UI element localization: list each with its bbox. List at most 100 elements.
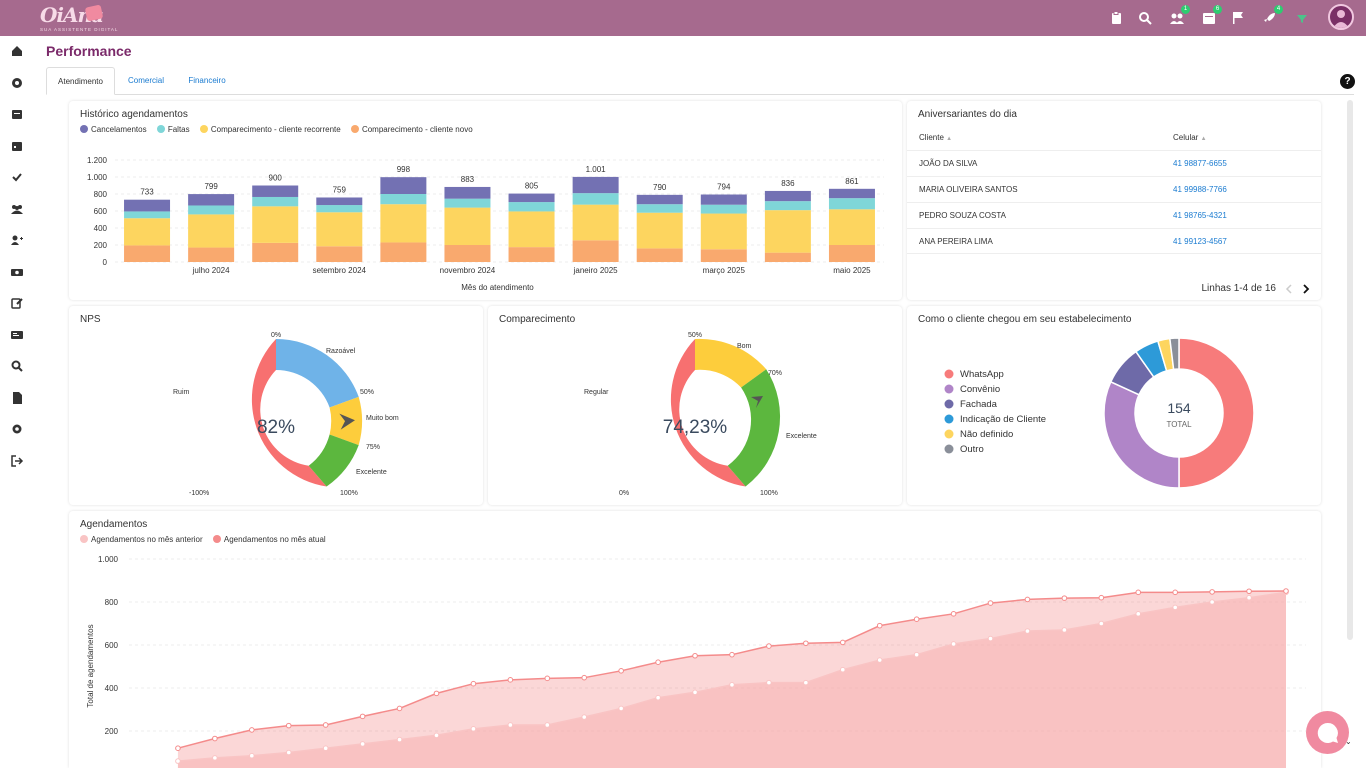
users-icon[interactable]: 1 xyxy=(1169,5,1190,26)
help-icon[interactable]: ? xyxy=(1340,74,1355,89)
agendamentos-legend: Agendamentos no mês anterior Agendamento… xyxy=(80,535,334,544)
legend-item[interactable]: Faltas xyxy=(156,125,190,134)
x-axis-title: Mês do atendimento xyxy=(461,283,534,292)
chat-button[interactable] xyxy=(1306,711,1349,754)
gauge-label: Regular xyxy=(584,389,609,396)
id-card-icon[interactable] xyxy=(10,328,24,342)
search-icon[interactable] xyxy=(1137,10,1153,26)
legend-label: Cancelamentos xyxy=(91,125,147,134)
globe-icon[interactable] xyxy=(10,76,24,90)
check-icon[interactable] xyxy=(10,170,24,184)
legend-item[interactable]: Agendamentos no mês anterior xyxy=(80,535,203,544)
area-fill xyxy=(177,592,1286,768)
tab-atendimento[interactable]: Atendimento xyxy=(46,67,115,95)
data-point xyxy=(359,713,366,720)
gauge-label: 70% xyxy=(768,370,782,377)
gear-icon[interactable] xyxy=(10,422,24,436)
celular-link[interactable]: 41 99988-7766 xyxy=(1173,185,1227,194)
data-point xyxy=(1061,627,1068,633)
data-point xyxy=(1172,589,1178,596)
donut-slice xyxy=(1169,337,1180,371)
user-plus-icon[interactable] xyxy=(10,233,24,247)
table-row: PEDRO SOUZA COSTA 41 98765-4321 xyxy=(907,202,1321,228)
y-tick-label: 200 xyxy=(94,241,108,250)
bar-segment xyxy=(252,185,299,197)
rocket-icon[interactable]: 4 xyxy=(1262,5,1283,26)
historico-chart: 0 200 400 600 800 1.000 1.200 733 799 julho 2024 9… xyxy=(87,156,884,292)
user-avatar[interactable] xyxy=(1328,4,1354,30)
cliente-cell: ANA PEREIRA LIMA xyxy=(919,237,993,246)
flag-icon[interactable] xyxy=(1230,10,1246,26)
data-point xyxy=(581,674,588,681)
search-icon[interactable] xyxy=(10,359,24,373)
chevron-right-icon[interactable] xyxy=(1301,284,1311,294)
data-point xyxy=(1098,620,1105,627)
clipboard-icon[interactable] xyxy=(1108,10,1124,26)
scroll-down-icon[interactable]: ⌄ xyxy=(1345,737,1352,746)
comparecimento-card: Comparecimento 74,23% 50% Bom 70% Excele… xyxy=(488,306,902,505)
bar-segment xyxy=(636,194,683,205)
origem-card: Como o cliente chegou em seu estabelecim… xyxy=(907,306,1321,505)
gauge-label: 0% xyxy=(619,490,629,497)
gauge-segment-excelente xyxy=(308,434,359,487)
bar-total-label: 883 xyxy=(461,175,475,184)
y-tick-label: 1.000 xyxy=(98,555,119,564)
gauge-label: Muito bom xyxy=(366,415,399,422)
celular-link[interactable]: 41 98765-4321 xyxy=(1173,211,1227,220)
users-icon[interactable] xyxy=(10,202,24,216)
data-point xyxy=(1246,588,1252,595)
tab-comercial[interactable]: Comercial xyxy=(127,76,164,85)
bar-segment xyxy=(316,212,363,247)
data-point xyxy=(433,732,440,739)
app-logo[interactable]: OiAna SUA ASSISTENTE DIGITAL xyxy=(40,3,117,32)
bar-segment xyxy=(188,247,235,262)
bar-segment xyxy=(444,245,491,262)
agendamentos-card: Agendamentos Agendamentos no mês anterio… xyxy=(69,511,1321,768)
filter-icon[interactable] xyxy=(1294,10,1310,26)
legend-item[interactable]: Agendamentos no mês atual xyxy=(212,535,326,544)
home-icon[interactable] xyxy=(10,44,24,58)
money-icon[interactable] xyxy=(10,265,24,279)
column-header-cliente[interactable]: Cliente ▲ xyxy=(919,133,953,142)
calendar-icon[interactable]: 6 xyxy=(1201,5,1222,26)
logout-icon[interactable] xyxy=(10,454,24,468)
legend-label: Indicação de Cliente xyxy=(960,414,1046,425)
chevron-left-icon[interactable] xyxy=(1285,284,1295,294)
gauge-pointer xyxy=(339,413,355,430)
data-point xyxy=(913,616,920,622)
data-point xyxy=(433,690,440,697)
legend-dot xyxy=(944,414,954,424)
y-tick-label: 800 xyxy=(105,598,119,607)
bar-segment xyxy=(572,204,619,241)
legend-item[interactable]: Comparecimento - cliente novo xyxy=(350,125,473,134)
legend-label: Faltas xyxy=(167,125,190,134)
calendar-icon[interactable] xyxy=(10,139,24,153)
calendar-check-icon[interactable] xyxy=(10,107,24,121)
bar-segment xyxy=(508,211,555,248)
document-icon[interactable] xyxy=(10,391,24,405)
legend-item[interactable]: Cancelamentos xyxy=(80,125,147,134)
aniversariantes-title: Aniversariantes do dia xyxy=(918,109,1017,120)
y-tick-label: 600 xyxy=(94,207,108,216)
data-point xyxy=(618,668,624,674)
gauge-label: -100% xyxy=(189,490,209,497)
data-point xyxy=(1024,596,1031,603)
data-point xyxy=(470,726,477,732)
data-point xyxy=(987,600,994,606)
bar-total-label: 1.001 xyxy=(586,165,607,174)
column-header-celular[interactable]: Celular ▲ xyxy=(1173,133,1207,142)
scrollbar[interactable] xyxy=(1347,100,1353,640)
donut-slice xyxy=(1178,337,1255,489)
edit-icon[interactable] xyxy=(10,296,24,310)
bar-segment xyxy=(828,209,875,245)
users-badge: 1 xyxy=(1181,5,1190,14)
tab-financeiro[interactable]: Financeiro xyxy=(188,76,226,85)
celular-link[interactable]: 41 99123-4567 xyxy=(1173,237,1227,246)
cliente-cell: PEDRO SOUZA COSTA xyxy=(919,211,1006,220)
bar-segment xyxy=(636,212,683,249)
celular-link[interactable]: 41 98877-6655 xyxy=(1173,159,1227,168)
y-tick-label: 800 xyxy=(94,190,108,199)
legend-item[interactable]: Comparecimento - cliente recorrente xyxy=(199,125,341,134)
data-point xyxy=(950,641,957,647)
data-point xyxy=(175,758,181,764)
